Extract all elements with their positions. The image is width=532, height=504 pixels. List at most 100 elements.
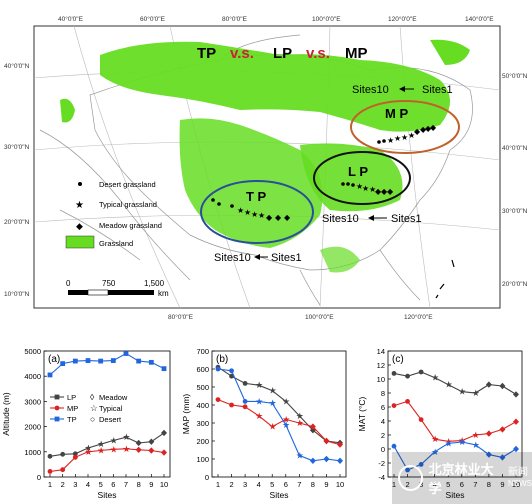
legend-meadow-label: Meadow grassland [99,221,162,230]
x-tick-label-5: 6 [284,480,288,489]
mp-site-1 [377,140,381,144]
mp-sites1-label: Sites1 [422,84,453,96]
lp-sites10-label: Sites10 [322,213,359,225]
point-tp-5 [98,358,104,364]
lp-sites: ★ ★ ★ ◆ ◆ ◆ [341,182,394,196]
series-line-tp [49,352,165,376]
point-lp-3 [72,451,78,457]
y-tick-label-4: 4000 [24,372,41,381]
point-tp-6 [110,358,116,363]
point-lp-10 [161,429,167,437]
y-tick-label-6: 600 [196,365,209,374]
point-mp-6: ★ [458,436,466,446]
point-mp-8 [309,423,316,430]
x-tick-label-7: 8 [137,480,141,489]
point-mp-10 [161,449,167,456]
point-tp-9 [148,359,154,365]
lat-label-left-2: 30°0'0"N [4,143,30,151]
lat-label-right-4: 20°0'0"N [502,280,528,288]
map-precipitation-chart: (b) 0 100 200 300 400 500 600 700 1 2 3 4 5 6 7 8 9 10 Site… [181,347,347,500]
x-tick-label-2: 3 [243,480,247,489]
point-mp-7: ★ [296,418,304,428]
lp-site-4: ★ [356,182,363,191]
legend-marker-1 [54,405,60,411]
mp-sites10-label: Sites10 [352,84,389,96]
scale-seg-2 [87,289,109,296]
scale-bar: 0 750 1,500 km [66,279,169,298]
watermark-text: 北京林业大学 [428,463,494,497]
point-mp-9 [499,426,506,433]
x-tick-label-9: 10 [160,480,168,489]
lat-label-left-3: 20°0'0"N [4,218,30,226]
series-tp [47,351,167,378]
mp-site-7: ◆ [414,127,421,136]
x-tick-label-9: 10 [336,480,344,489]
y-tick-label-3: 300 [196,419,209,428]
island-dashes [435,259,455,299]
point-lp-2 [229,373,234,379]
y-tick-label-1: -2 [378,459,385,468]
panel-label: (b) [216,354,228,365]
legend-label-1: MP [67,404,78,413]
watermark: 北京林业大学 新闻 NEWS [392,452,532,504]
point-lp-7: ★ [472,388,480,398]
series-lp: ★★★★ [47,429,167,459]
point-mp-1 [391,403,397,408]
point-mp-1 [47,469,53,474]
x-tick-label-4: 5 [446,480,450,489]
point-mp-2 [405,399,410,404]
tp-region-ellipse [200,180,314,244]
x-tick-label-7: 8 [487,480,491,489]
mp-sites: ★ ★ ★ ★ ◆ ◆ ◆ ◆ [377,123,437,145]
point-mp-10 [337,441,343,448]
y-tick-label-2: 0 [381,445,385,454]
plot-frame [211,350,347,478]
point-tp-1 [47,372,53,378]
x-tick-label-3: 4 [433,480,437,489]
point-lp-6: ★ [458,387,466,397]
legend-label-3: Meadow [99,393,128,402]
x-tick-label-0: 1 [216,480,220,489]
point-lp-7: ★ [122,432,130,442]
scale-tick-0: 0 [66,279,71,288]
point-mp-3 [242,404,248,410]
mp-region-ellipse [350,100,460,154]
point-tp-10 [337,457,343,464]
tp-sites10-label: Sites10 [214,252,251,264]
panel-label: (a) [48,354,60,365]
x-tick-label-5: 6 [111,480,115,489]
tp-site-6: ★ [251,210,258,219]
point-tp-3 [72,358,78,364]
point-lp-9 [499,382,506,390]
series-line-tp [217,368,341,462]
scale-unit: km [158,289,169,298]
lp-arrow-head-icon [368,215,374,221]
meadow-marker-icon: ◆ [76,221,83,231]
legend-marker-2 [54,416,60,422]
point-tp-9 [323,455,330,463]
title-tp: TP [197,45,216,62]
point-lp-3 [242,381,248,386]
mp-site-5: ★ [401,133,408,142]
watermark-text3: NEWS [508,479,532,488]
scale-tick-750: 750 [102,279,116,288]
x-tick-label-5: 6 [460,480,464,489]
grassland-site-map: 40°0'0"E 60°0'0"E 80°0'0"E 100°0'0"E 120… [4,15,528,321]
point-tp-4: ★ [431,447,439,457]
title-lp: LP [273,45,292,62]
tp-site-2 [217,202,221,206]
point-tp-8 [309,457,316,464]
point-lp-8 [135,439,142,447]
y-tick-label-7: 700 [196,347,209,356]
series-mp: ★★★★ [215,397,343,448]
y-axis-label: MAP (mm) [181,394,191,435]
y-axis-label: Altitude (m) [1,392,11,436]
point-lp-4: ★ [84,443,92,453]
scale-tick-1500: 1,500 [144,279,165,288]
point-tp-1 [391,443,397,449]
point-mp-9 [148,447,155,454]
point-mp-10 [513,418,519,425]
point-lp-4: ★ [431,373,439,383]
tp-site-10: ◆ [284,213,291,222]
point-mp-3 [72,454,78,460]
